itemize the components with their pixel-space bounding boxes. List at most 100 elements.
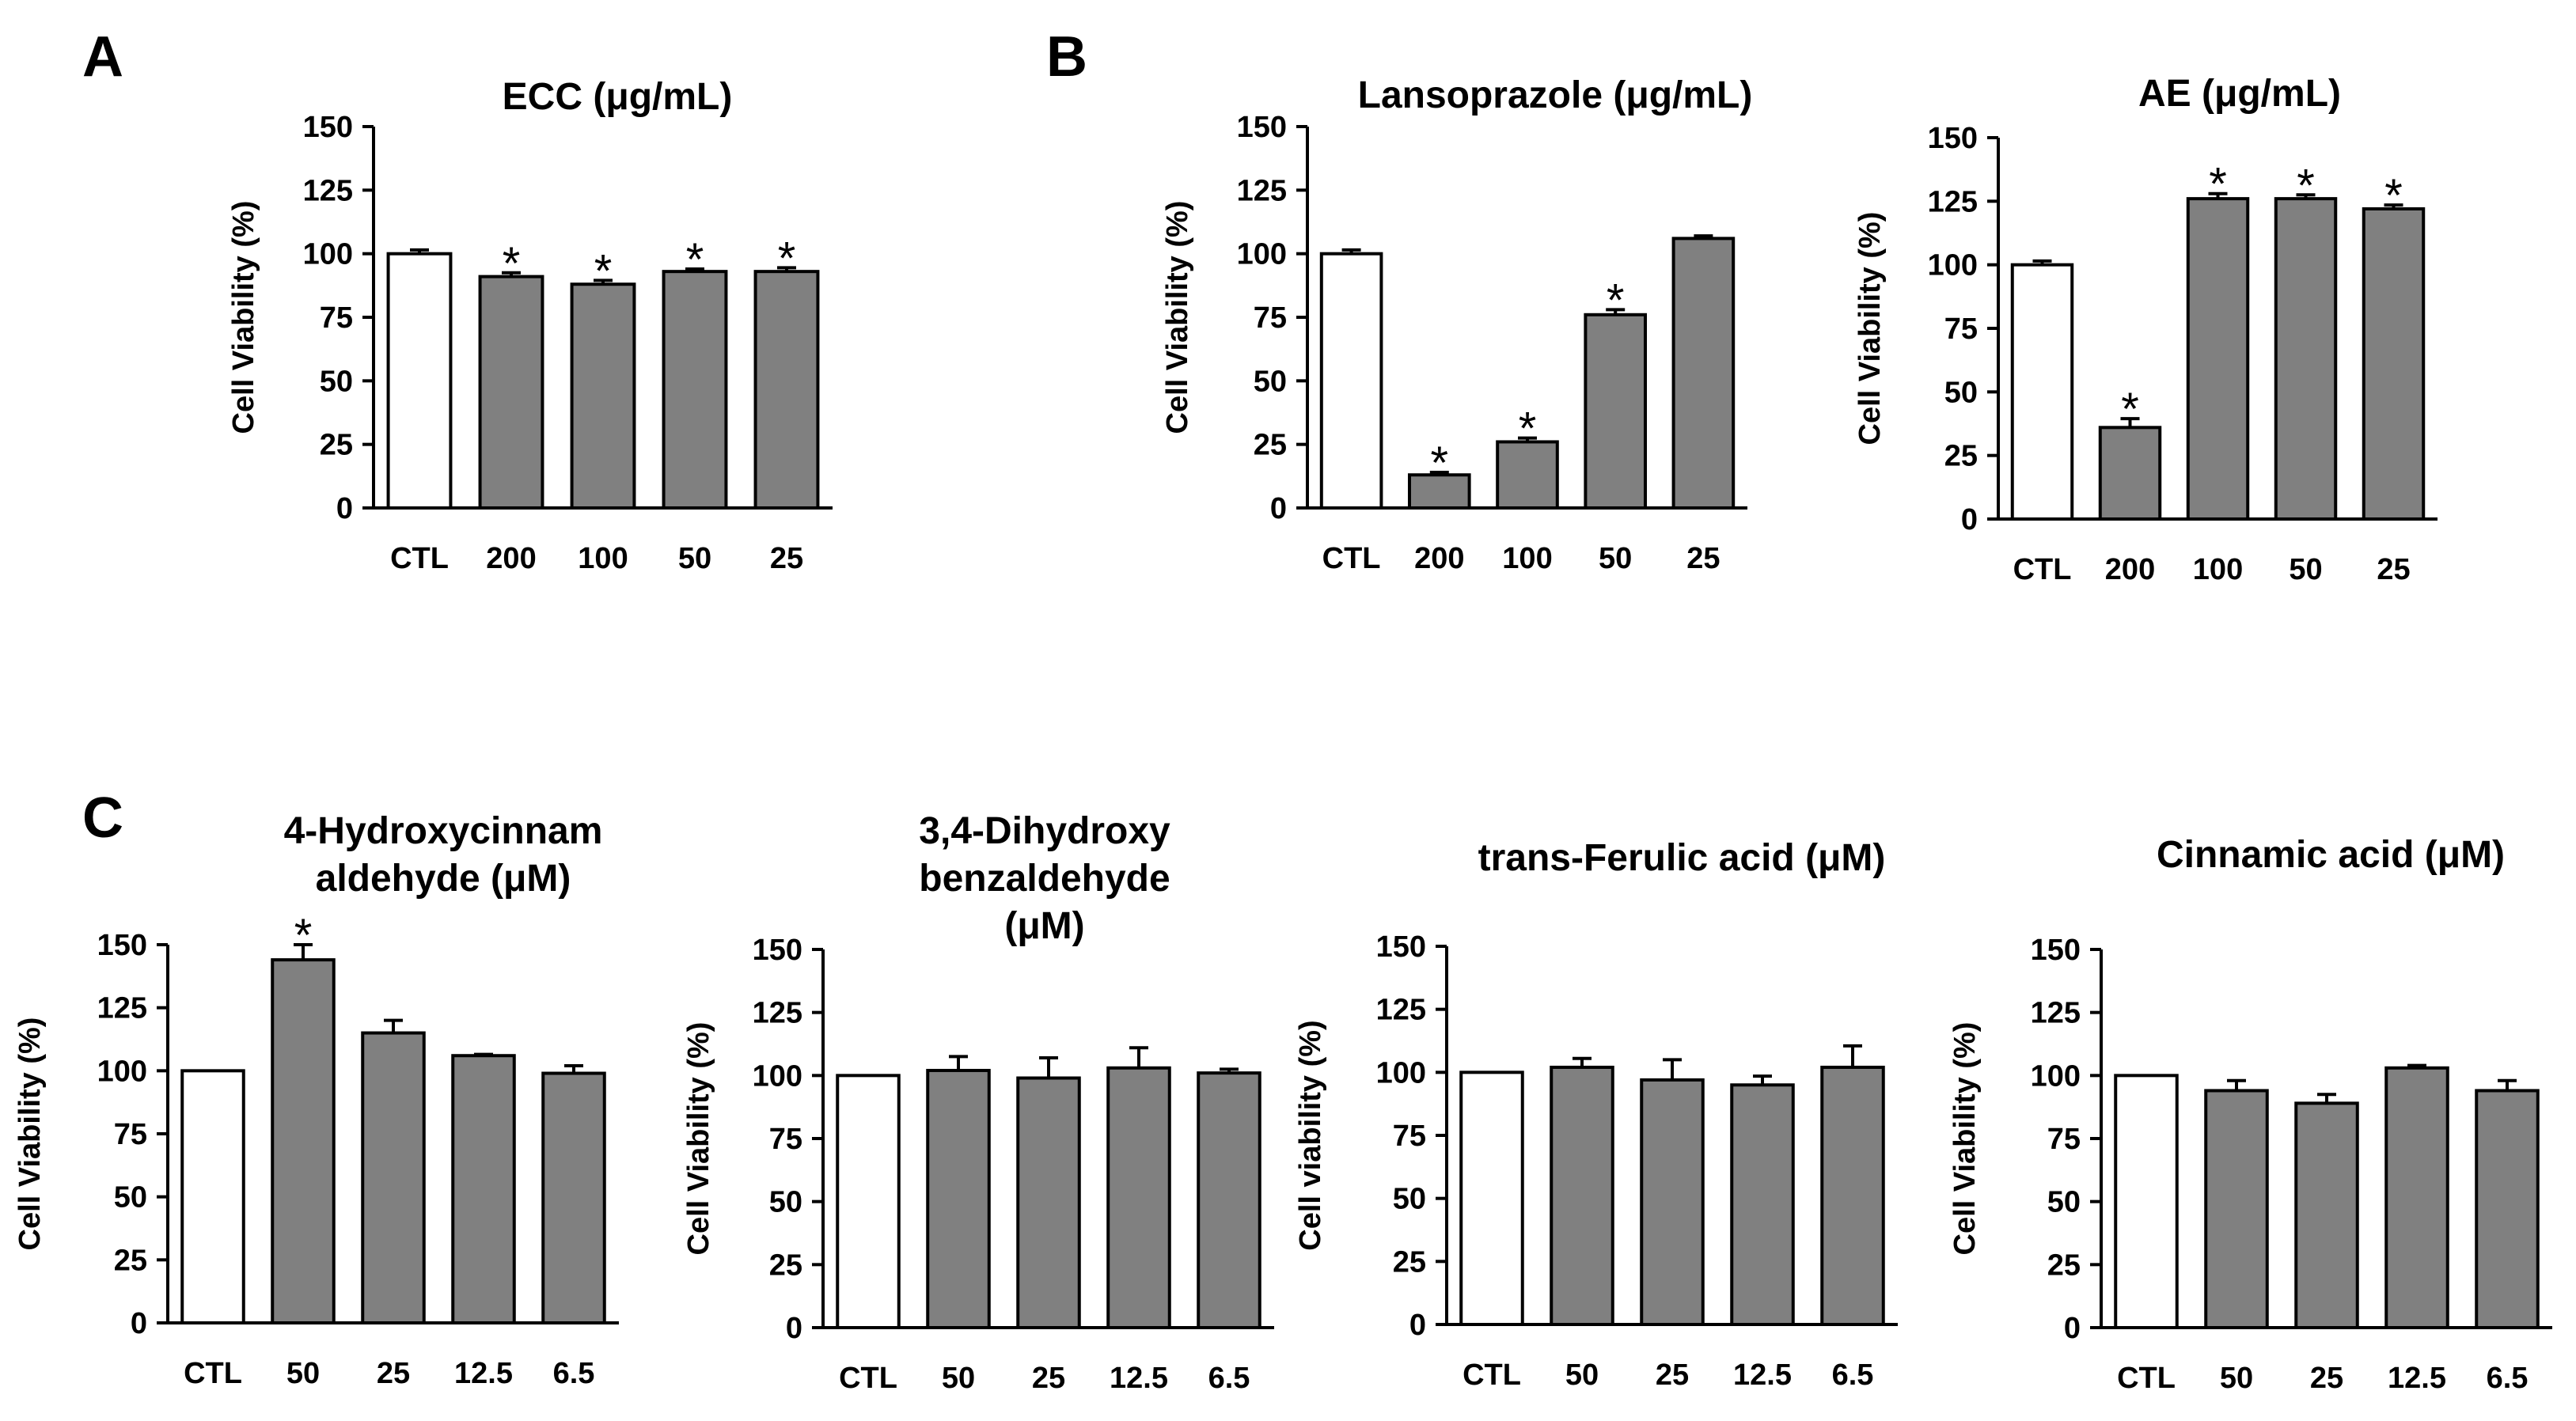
y-tick-label: 100 [753, 1059, 802, 1093]
chart-title: Cinnamic acid (μM) [2157, 834, 2505, 876]
bar [1459, 1070, 1524, 1327]
bar [2274, 197, 2338, 521]
x-tick-label: 25 [2310, 1362, 2343, 1395]
chart-ecc: ECC (μg/mL) 0 25 50 75 100 125 150 Cell Viabilit… [227, 76, 833, 575]
x-tick-label: 200 [1414, 542, 1464, 575]
y-tick-label: 150 [1928, 122, 1978, 155]
x-tick-label: 200 [2105, 553, 2155, 586]
bar [753, 270, 820, 510]
chart-title: 3,4-Dihydroxy [919, 810, 1170, 852]
y-tick-label: 50 [114, 1181, 147, 1214]
significance-marker: * [2121, 384, 2139, 435]
y-tick-label: 75 [1254, 301, 1287, 335]
y-tick-label: 25 [114, 1244, 147, 1277]
x-tick-label: 200 [486, 542, 536, 575]
significance-marker: * [1519, 404, 1537, 455]
y-tick-label: 50 [2047, 1186, 2081, 1219]
y-tick-label: 100 [1928, 249, 1978, 282]
x-tick-label: 25 [770, 542, 803, 575]
x-tick-label: 6.5 [1208, 1362, 1250, 1395]
bar [1730, 1083, 1795, 1327]
bar [1016, 1076, 1081, 1330]
x-tick-label: 25 [2377, 553, 2410, 586]
chart-title: aldehyde (μM) [316, 858, 571, 900]
y-tick-label: 125 [2031, 997, 2081, 1030]
y-tick-label: 100 [1237, 238, 1287, 271]
chart-3-4-dihydroxybenzaldehyde: 3,4-Dihydroxy benzaldehyde (μM) 0 25 50 75 100 1… [682, 810, 1274, 1395]
y-tick-label: 0 [131, 1307, 147, 1340]
bar [1319, 252, 1383, 510]
bar [836, 1074, 901, 1330]
significance-marker: * [1607, 275, 1625, 326]
x-tick-label: 100 [1502, 542, 1552, 575]
y-tick-label: 25 [2047, 1249, 2081, 1282]
y-tick-label: 0 [1270, 492, 1287, 525]
significance-marker: * [294, 910, 313, 961]
y-tick-label: 0 [2064, 1312, 2081, 1345]
x-tick-label: 6.5 [2487, 1362, 2529, 1395]
y-tick-label: 100 [2031, 1059, 2081, 1093]
bar [1550, 1065, 1614, 1326]
x-tick-label: 50 [2220, 1362, 2253, 1395]
bar [386, 252, 453, 510]
significance-marker: * [2384, 170, 2403, 222]
y-tick-label: 75 [2047, 1123, 2081, 1156]
chart-ae: AE (μg/mL) 0 25 50 75 100 125 150 Cell Viability… [1853, 73, 2438, 586]
bar [1640, 1078, 1705, 1326]
panel-label-a: A [82, 25, 123, 89]
y-tick-label: 125 [97, 992, 147, 1025]
chart-4-hydroxycinnamaldehyde: 4-Hydroxycinnam aldehyde (μM) 0 25 50 75 100 12… [13, 810, 619, 1390]
bar [1407, 473, 1471, 510]
y-tick-label: 150 [303, 111, 353, 144]
bar [2010, 263, 2074, 521]
x-tick-label: 12.5 [1733, 1358, 1792, 1392]
x-tick-label: 50 [286, 1357, 320, 1390]
y-tick-label: 150 [2031, 934, 2081, 967]
y-tick-label: 0 [1409, 1309, 1426, 1342]
bar [1106, 1066, 1171, 1329]
y-axis-title: Cell Viability (%) [1161, 201, 1194, 434]
x-tick-label: 50 [1599, 542, 1632, 575]
chart-lansoprazole: Lansoprazole (μg/mL) 0 25 50 75 100 125 150 Cell… [1161, 74, 1752, 575]
y-tick-label: 125 [1376, 994, 1426, 1027]
chart-title: benzaldehyde [919, 858, 1170, 900]
x-tick-label: CTL [1322, 542, 1381, 575]
y-tick-label: 75 [320, 301, 353, 335]
y-tick-label: 0 [786, 1312, 802, 1345]
y-tick-label: 50 [1944, 376, 1978, 409]
bar [1496, 440, 1559, 510]
y-tick-label: 150 [97, 929, 147, 962]
y-tick-label: 150 [1237, 111, 1287, 144]
panel-label-c: C [82, 786, 123, 850]
y-axis-title: Cell Viability (%) [13, 1017, 47, 1251]
y-tick-label: 125 [753, 997, 802, 1030]
x-tick-label: 100 [578, 542, 628, 575]
x-tick-label: 12.5 [2388, 1362, 2446, 1395]
chart-title: Lansoprazole (μg/mL) [1358, 74, 1753, 116]
x-tick-label: 50 [678, 542, 711, 575]
bar [2114, 1074, 2179, 1330]
significance-marker: * [1431, 438, 1449, 489]
y-axis-title: Cell Viability (%) [1853, 212, 1887, 445]
x-tick-label: 50 [942, 1362, 975, 1395]
y-tick-label: 25 [1944, 440, 1978, 473]
x-tick-label: 25 [1032, 1362, 1065, 1395]
bar [1820, 1065, 1885, 1326]
bar [2204, 1089, 2269, 1330]
y-axis-title: Cell Viability (%) [682, 1022, 715, 1256]
x-tick-label: 12.5 [1110, 1362, 1168, 1395]
bar [926, 1068, 991, 1329]
x-tick-label: 25 [1656, 1358, 1689, 1392]
y-tick-label: 75 [1393, 1120, 1426, 1153]
y-axis-title: Cell Viability (%) [1948, 1022, 1982, 1256]
y-tick-label: 25 [1254, 429, 1287, 462]
significance-marker: * [2297, 160, 2315, 211]
x-tick-label: 50 [1565, 1358, 1599, 1392]
bar [478, 275, 544, 510]
bar [1671, 237, 1736, 510]
bar [451, 1054, 516, 1325]
bar [1584, 313, 1648, 510]
y-tick-label: 100 [303, 238, 353, 271]
x-tick-label: 6.5 [1832, 1358, 1874, 1392]
